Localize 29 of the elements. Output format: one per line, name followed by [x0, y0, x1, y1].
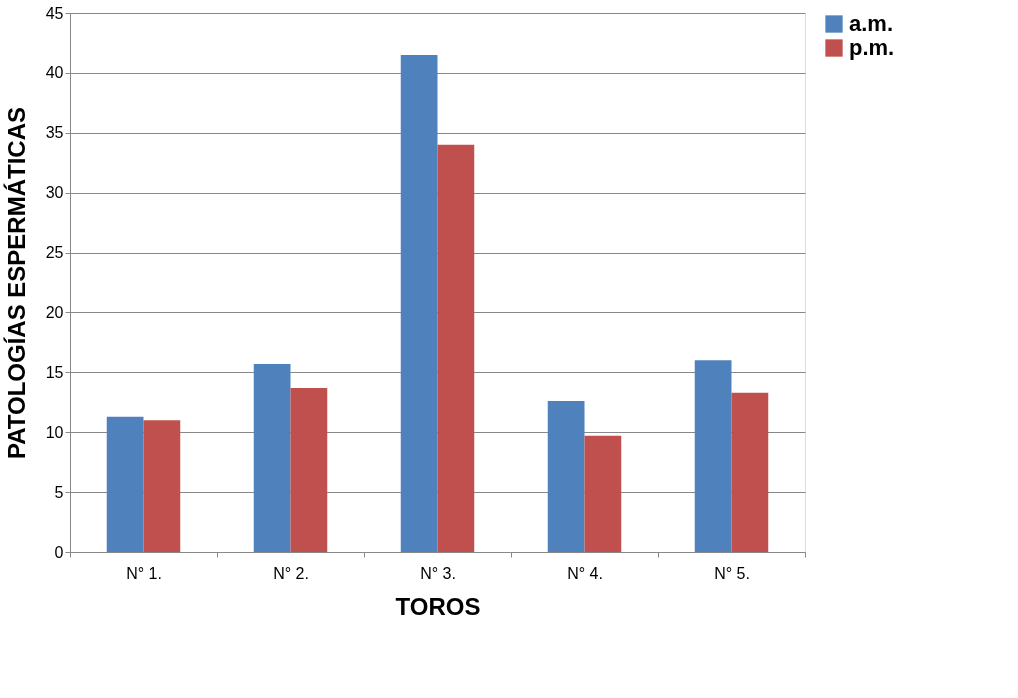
y-tick-label: 30	[45, 184, 64, 202]
bar	[290, 387, 328, 552]
legend-label: a.m.	[849, 11, 894, 36]
y-tick-label: 35	[45, 124, 64, 142]
x-tick-label: N° 5.	[714, 564, 750, 582]
bar	[253, 363, 291, 552]
bar	[547, 401, 585, 552]
y-tick-label: 0	[54, 543, 64, 561]
y-tick-label: 20	[45, 303, 64, 321]
x-tick-label: N° 4.	[567, 564, 603, 582]
bar	[143, 420, 181, 552]
x-tick-label: N° 1.	[126, 564, 162, 582]
bar	[400, 54, 438, 552]
y-tick-label: 45	[45, 4, 64, 22]
bar	[584, 435, 622, 552]
legend-label: p.m.	[849, 35, 895, 60]
y-tick-label: 25	[45, 244, 64, 262]
x-tick-label: N° 3.	[420, 564, 456, 582]
y-axis-title: PATOLOGÍAS ESPERMÁTICAS	[2, 106, 30, 460]
bar	[437, 144, 475, 552]
y-tick-label: 15	[45, 363, 64, 381]
y-tick-label: 10	[45, 423, 64, 441]
x-tick-label: N° 2.	[273, 564, 309, 582]
bar	[106, 416, 144, 552]
x-axis-title: TOROS	[395, 592, 481, 620]
bar	[694, 360, 732, 552]
y-tick-label: 40	[45, 64, 64, 82]
y-tick-label: 5	[54, 483, 64, 501]
bar	[731, 392, 769, 552]
